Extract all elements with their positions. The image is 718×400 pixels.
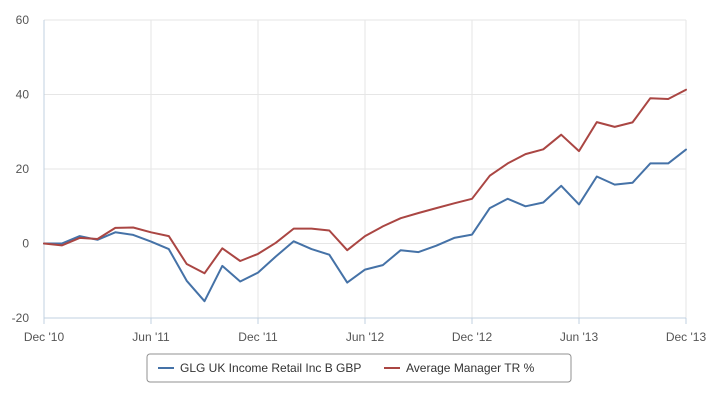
legend-box [146, 353, 572, 383]
x-tick-label: Jun '11 [132, 330, 170, 344]
x-tick-label: Jun '13 [560, 330, 599, 344]
series-line-2 [43, 88, 687, 275]
legend-label[interactable]: GLG UK Income Retail Inc B GBP [180, 361, 361, 375]
series-line-1 [43, 148, 687, 303]
series-lines [43, 88, 687, 303]
legend[interactable]: GLG UK Income Retail Inc B GBP Average Ma… [146, 353, 572, 383]
y-tick-label: 40 [16, 88, 30, 102]
y-tick-label: 20 [16, 162, 30, 176]
x-tick-label: Dec '10 [24, 330, 65, 344]
x-tick-label: Jun '12 [346, 330, 385, 344]
x-tick-label: Dec '11 [238, 330, 278, 344]
y-tick-label: 0 [22, 237, 29, 251]
y-tick-label: 60 [16, 13, 30, 27]
legend-label[interactable]: Average Manager TR % [406, 361, 535, 375]
x-tick-label: Dec '13 [666, 330, 707, 344]
axes: -20 0 20 40 60 Dec '10 Jun '11 Dec '11 Jun '12 De… [12, 13, 707, 344]
x-tick-label: Dec '12 [452, 330, 493, 344]
y-tick-label: -20 [12, 311, 30, 325]
grid [43, 19, 687, 319]
